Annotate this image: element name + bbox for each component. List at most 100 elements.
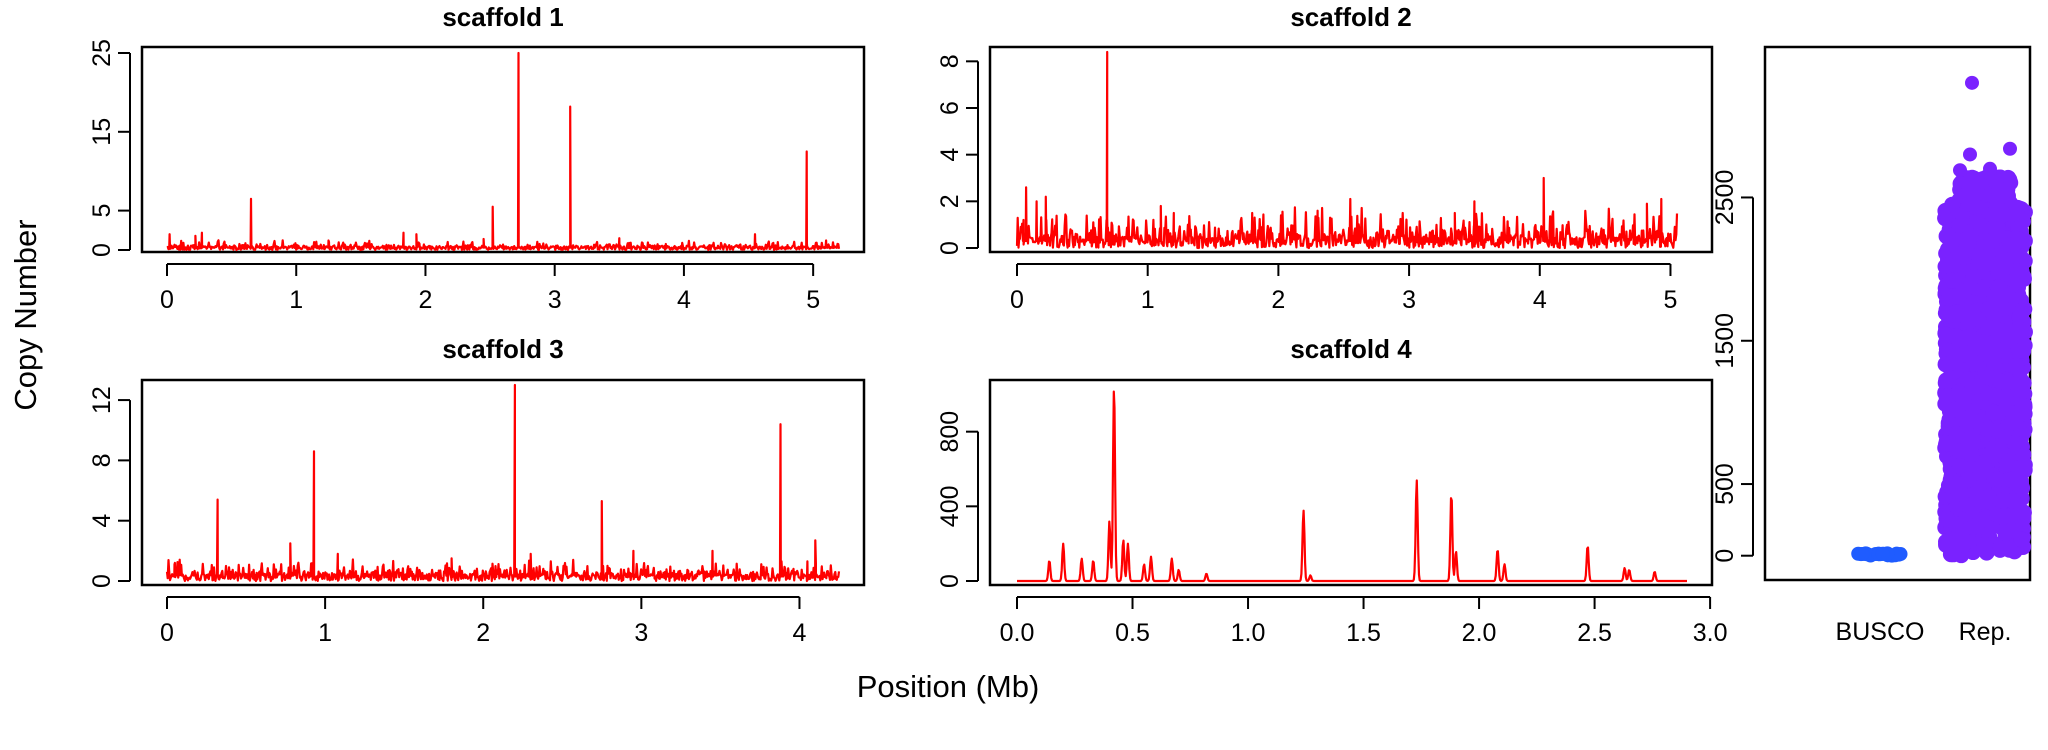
repeat-point (2014, 397, 2031, 414)
y-tick-label: 0 (936, 574, 964, 588)
x-tick-label: 1 (289, 286, 303, 314)
y-tick-label: 2500 (1711, 170, 1739, 226)
y-tick-label: 4 (88, 514, 116, 528)
repeat-outlier-point (2003, 141, 2017, 156)
y-tick-label: 2 (936, 194, 964, 208)
scaffold-1-panel: scaffold 1 0 1 2 3 4 5 0 5 15 25 (88, 2, 866, 314)
repeat-point (1984, 335, 2001, 352)
x-tick-label: 1 (318, 619, 332, 647)
panel-title: scaffold 3 (442, 334, 563, 364)
repeat-point (2012, 307, 2029, 324)
y-tick-label: 1500 (1711, 313, 1739, 369)
x-tick-label: 0 (1010, 286, 1024, 314)
repeat-point (2015, 446, 2032, 463)
busco-point (1875, 546, 1890, 561)
plot-frame (140, 378, 866, 587)
panel-title: scaffold 2 (1290, 2, 1411, 32)
repeat-point (2014, 342, 2031, 359)
copy-number-line (1015, 50, 1679, 250)
repeat-point (1984, 206, 2001, 223)
y-tick-label: 25 (88, 39, 116, 67)
y-tick-label: 0 (88, 243, 116, 257)
figure-xlabel: Position (Mb) (857, 669, 1040, 704)
repeat-point (1985, 404, 2002, 421)
repeat-point (1999, 181, 2016, 198)
repeat-point (1983, 233, 2000, 250)
y-tick-label: 8 (88, 453, 116, 467)
repeat-point (1938, 533, 1955, 550)
scaffold-2-panel: scaffold 2 0 1 2 3 4 5 0 2 4 6 8 (936, 2, 1714, 314)
repeat-outlier-point (1983, 161, 1997, 176)
repeat-point (1980, 369, 1997, 386)
x-tick-label: 2 (476, 619, 490, 647)
panel-title: scaffold 1 (442, 2, 563, 32)
repeat-point (2004, 522, 2021, 539)
category-label: Rep. (1959, 618, 2012, 646)
repeat-point (1989, 506, 2006, 523)
repeat-point (1947, 516, 1964, 533)
repeat-point (1969, 213, 1986, 230)
repeat-point (1960, 414, 1977, 431)
busco-point (1855, 547, 1870, 562)
x-tick-label: 1 (1141, 286, 1155, 314)
repeat-point (1949, 475, 1966, 492)
repeat-point (1951, 217, 1968, 234)
repeat-point (2010, 232, 2027, 249)
copy-number-line (165, 383, 841, 583)
category-label: BUSCO (1836, 618, 1925, 646)
repeat-point (1985, 256, 2002, 273)
x-tick-label: 0 (160, 619, 174, 647)
repeat-point (1945, 546, 1962, 563)
y-tick-label: 800 (936, 411, 964, 453)
y-tick-label: 6 (936, 101, 964, 115)
y-tick-label: 0 (936, 241, 964, 255)
repeat-point (1945, 252, 1962, 269)
repeat-point (2009, 199, 2026, 216)
repeat-point (1944, 196, 1961, 213)
repeat-point (1951, 458, 1968, 475)
repeat-point (1986, 354, 2003, 371)
repeat-point (1967, 355, 1984, 372)
repeat-point (2008, 357, 2025, 374)
x-tick-label: 1.0 (1231, 619, 1266, 647)
x-tick-label: 4 (1533, 286, 1547, 314)
repeat-outlier-point (1963, 147, 1977, 162)
x-tick-label: 4 (793, 619, 807, 647)
repeat-point (1999, 456, 2016, 473)
repeat-point (2007, 247, 2024, 264)
repeat-point (1993, 537, 2010, 554)
y-tick-label: 0 (1711, 549, 1739, 563)
y-tick-label: 8 (936, 54, 964, 68)
repeat-point (1940, 372, 1957, 389)
x-tick-label: 2 (419, 286, 433, 314)
x-tick-label: 3 (1402, 286, 1416, 314)
repeat-point (1948, 425, 1965, 442)
y-tick-label: 500 (1711, 463, 1739, 505)
repeat-point (1958, 241, 1975, 258)
plot-frame (140, 45, 866, 254)
x-tick-label: 2.5 (1577, 619, 1612, 647)
x-tick-label: 3.0 (1693, 619, 1728, 647)
repeat-point (1951, 386, 1968, 403)
repeat-point (1947, 355, 1964, 372)
y-tick-label: 12 (88, 386, 116, 414)
repeat-point (1988, 388, 2005, 405)
repeat-point (1991, 442, 2008, 459)
x-tick-label: 0.0 (1000, 619, 1035, 647)
x-tick-label: 5 (806, 286, 820, 314)
figure-ylabel: Copy Number (8, 219, 43, 410)
repeat-point (1964, 343, 1981, 360)
repeat-point (1965, 268, 1982, 285)
repeat-point (2003, 471, 2020, 488)
repeat-point (2010, 269, 2027, 286)
y-tick-label: 15 (88, 118, 116, 146)
repeat-point (1958, 533, 1975, 550)
x-tick-label: 3 (634, 619, 648, 647)
repeat-point (1961, 194, 1978, 211)
x-tick-label: 2.0 (1462, 619, 1497, 647)
repeat-outlier-point (1953, 163, 1967, 178)
repeat-point (2016, 324, 2033, 341)
repeat-point (1948, 307, 1965, 324)
